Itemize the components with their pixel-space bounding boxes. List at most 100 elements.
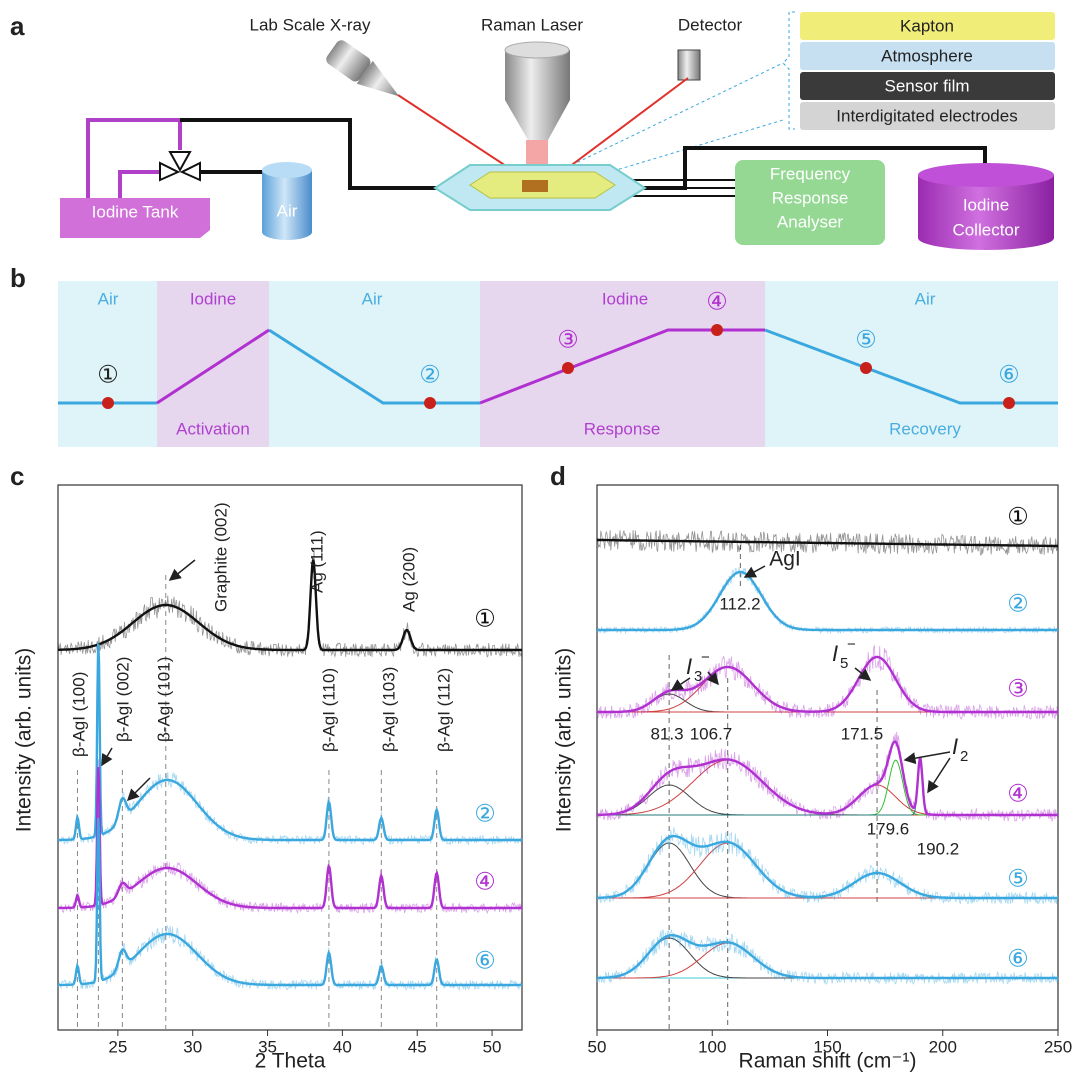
x-tick-label: 30 <box>183 1037 202 1056</box>
air-cylinder <box>262 162 312 178</box>
layer <box>800 12 1055 40</box>
noisy-trace <box>57 651 523 846</box>
component-peak <box>597 942 1058 979</box>
fitted-trace <box>58 817 522 987</box>
collector <box>918 163 1054 187</box>
x-tick-label: 50 <box>483 1037 502 1056</box>
series-label: ② <box>1007 590 1029 617</box>
fitted-trace <box>58 559 522 652</box>
raman-laser <box>505 50 570 140</box>
fitted-trace <box>597 834 1058 900</box>
noisy-trace <box>57 758 523 915</box>
component-peak <box>597 784 1058 816</box>
fitted-trace <box>58 643 522 842</box>
state-label: ④ <box>706 288 728 315</box>
series-label: ② <box>474 800 496 827</box>
arrow <box>903 751 951 765</box>
species-sup: − <box>847 636 856 653</box>
fitted-trace <box>597 570 1058 632</box>
peak-label: β-AgI (103) <box>379 667 398 752</box>
species-label: I <box>686 654 692 679</box>
state-points <box>102 324 1015 409</box>
detector <box>677 49 701 81</box>
panel-label: b <box>10 263 26 293</box>
air-label: Air <box>277 201 298 220</box>
peak-value: 190.2 <box>917 839 960 858</box>
species-sub: 2 <box>960 748 968 765</box>
zoom-line <box>544 62 784 179</box>
x-tick-label: 35 <box>258 1037 277 1056</box>
arrow <box>706 671 719 686</box>
x-tick-label: 40 <box>333 1037 352 1056</box>
analyser <box>735 160 885 245</box>
fitted-trace <box>597 933 1058 980</box>
zoom-line <box>549 119 784 191</box>
arrow <box>743 565 766 578</box>
species-sub: 3 <box>694 668 702 685</box>
y-axis-label: Intensity (arb. units) <box>13 648 36 832</box>
species-label: AgI <box>769 548 801 571</box>
collector-label: Collector <box>952 220 1019 239</box>
peak-value: 81.3 <box>650 724 683 743</box>
phase-label: Air <box>362 289 383 308</box>
raman-laser <box>504 41 570 59</box>
stage-label: Activation <box>176 419 250 438</box>
source-label: Lab Scale X-ray <box>250 15 371 34</box>
noisy-trace <box>596 731 1059 823</box>
stage-label: Recovery <box>889 419 961 438</box>
arrow <box>168 559 196 581</box>
state-label: ⑤ <box>855 326 877 353</box>
series-label: ① <box>1007 503 1029 530</box>
component-peak <box>597 784 1058 816</box>
arrow <box>101 747 113 767</box>
stage-label: Response <box>584 419 661 438</box>
noisy-trace <box>596 567 1059 635</box>
x-tick-label: 45 <box>408 1037 427 1056</box>
fitted-trace <box>58 767 522 910</box>
plot-frame <box>596 484 1059 1031</box>
layer-label: Kapton <box>900 16 954 35</box>
tank <box>60 198 210 238</box>
collector <box>918 175 1054 250</box>
state-label: ⑥ <box>998 361 1020 388</box>
analyser-label: Response <box>772 188 849 207</box>
layer <box>800 102 1055 130</box>
arrow <box>670 677 691 691</box>
y-axis-label: Intensity (arb. units) <box>553 648 576 832</box>
pipe <box>640 146 987 190</box>
x-tick-label: 50 <box>588 1037 607 1056</box>
phase-label: Air <box>915 289 936 308</box>
series-label: ④ <box>474 868 496 895</box>
plot-frame <box>57 484 523 1031</box>
noisy-trace <box>596 645 1059 720</box>
series-label: ③ <box>1007 675 1029 702</box>
panel-b: b Air Iodine Air Iodine Air Activation R… <box>10 263 1058 447</box>
pipe <box>180 118 445 190</box>
state-label: ② <box>419 361 441 388</box>
peak-value: 112.2 <box>719 594 760 613</box>
x-axis-label: Raman shift (cm⁻¹) <box>739 1050 917 1073</box>
arrow <box>126 777 151 802</box>
component-peak <box>596 842 1058 899</box>
state-label: ③ <box>557 326 579 353</box>
collector-label: Iodine <box>963 195 1009 214</box>
state-line <box>156 328 765 405</box>
noisy-trace <box>57 803 523 992</box>
phase-label: Iodine <box>602 289 648 308</box>
x-axis-label: 2 Theta <box>255 1050 326 1073</box>
source-label: Detector <box>678 15 743 34</box>
series-label: ① <box>474 605 496 632</box>
peak-label: Graphite (002) <box>211 502 230 612</box>
peak-value: 179.6 <box>867 819 910 838</box>
peak-label: Ag (200) <box>399 547 418 612</box>
peak-label: β-AgI (112) <box>434 668 453 752</box>
species-label: I <box>952 734 958 759</box>
state-label: ① <box>97 361 119 388</box>
arrow <box>927 757 951 794</box>
component-peak <box>597 842 1058 899</box>
peak-label: Ag (111) <box>307 530 326 593</box>
noisy-trace <box>596 530 1059 556</box>
source-label: Raman Laser <box>481 15 583 34</box>
arrow <box>854 667 872 681</box>
tank-label: Iodine Tank <box>92 202 179 221</box>
